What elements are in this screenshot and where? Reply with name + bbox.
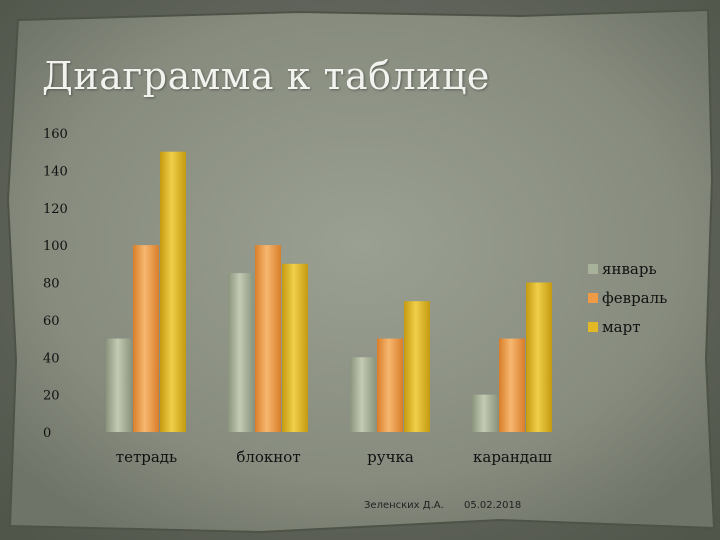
bar-3-2 — [526, 282, 552, 432]
y-tick-label: 160 — [43, 127, 68, 142]
bar-0-0 — [106, 338, 132, 432]
bar-1-1 — [255, 245, 281, 432]
y-tick-label: 80 — [43, 277, 60, 292]
footer-author: Зеленских Д.А. — [364, 500, 444, 511]
legend-label: февраль — [602, 289, 667, 307]
y-tick-label: 40 — [43, 351, 60, 366]
bar-2-1 — [377, 338, 403, 432]
x-category-label: карандаш — [473, 448, 552, 466]
bar-2-0 — [350, 357, 376, 432]
x-category-label: блокнот — [236, 448, 300, 466]
bar-2-2 — [404, 301, 430, 432]
y-tick-label: 60 — [43, 314, 60, 329]
x-category-label: ручка — [367, 448, 414, 466]
bar-3-1 — [499, 338, 525, 432]
legend-swatch — [588, 264, 598, 274]
legend-swatch — [588, 322, 598, 332]
y-tick-label: 120 — [43, 202, 68, 217]
y-tick-label: 0 — [43, 426, 51, 441]
bar-0-1 — [133, 245, 159, 432]
legend-label: март — [602, 318, 641, 336]
bar-0-2 — [160, 151, 186, 432]
bar-3-0 — [472, 394, 498, 432]
footer-date: 05.02.2018 — [464, 500, 522, 511]
bar-1-2 — [282, 263, 308, 432]
y-tick-label: 140 — [43, 164, 68, 179]
legend-label: январь — [602, 260, 657, 278]
x-category-label: тетрадь — [116, 448, 177, 466]
legend-swatch — [588, 293, 598, 303]
bar-1-0 — [228, 273, 254, 432]
chart-title: Диаграмма к таблице — [42, 54, 490, 98]
y-tick-label: 20 — [43, 389, 60, 404]
y-tick-label: 100 — [43, 239, 68, 254]
